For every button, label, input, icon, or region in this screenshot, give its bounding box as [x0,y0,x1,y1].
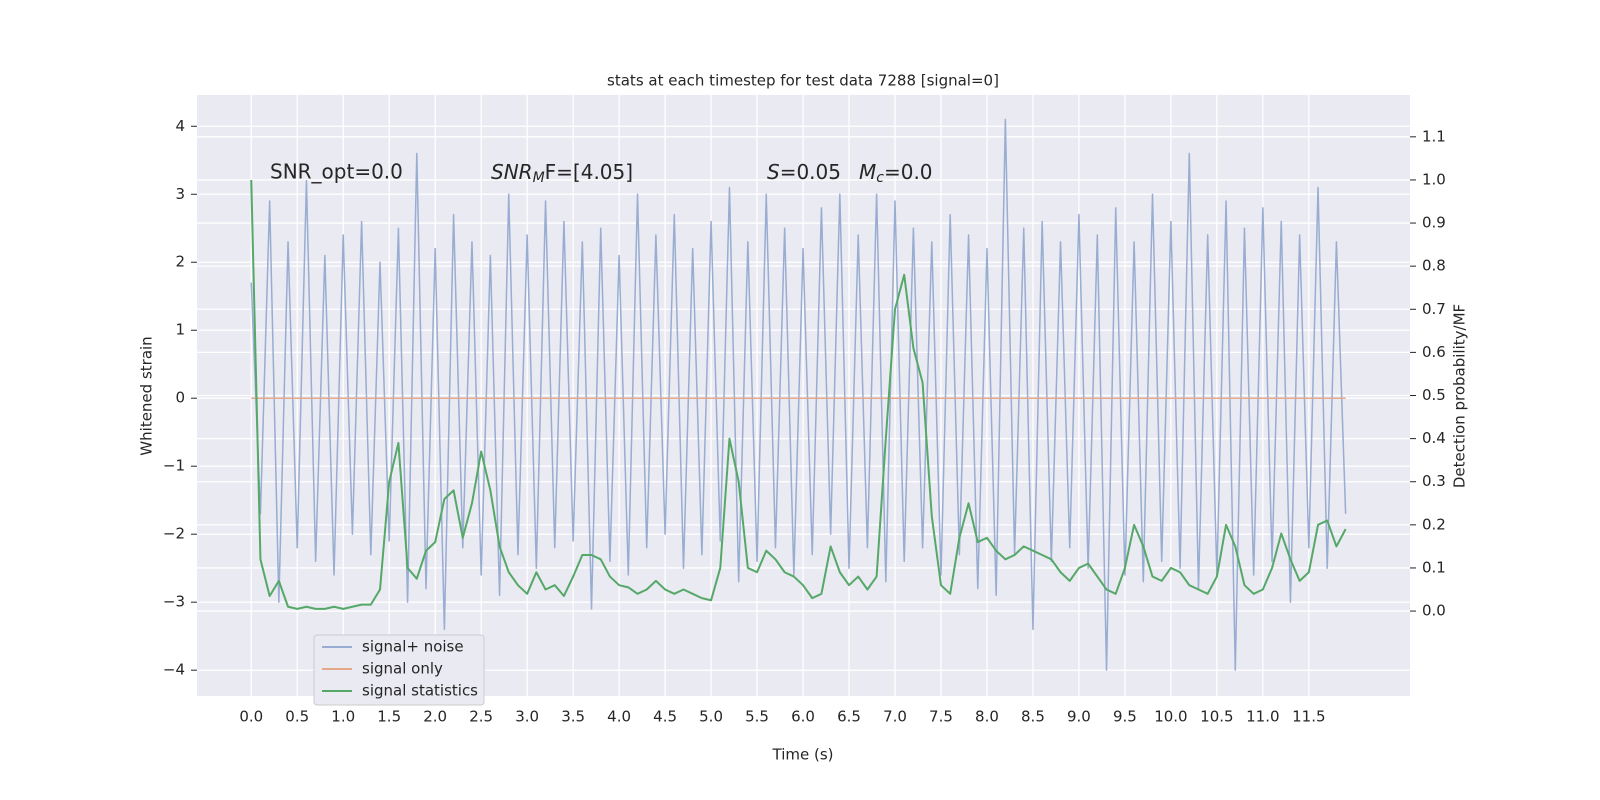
legend-label: signal only [362,660,443,678]
x-tick-label: 1.5 [377,708,401,726]
x-tick-label: 6.5 [837,708,861,726]
chart-title: stats at each timestep for test data 728… [607,72,999,90]
x-tick-label: 2.5 [469,708,493,726]
y-tick-label: −4 [163,661,185,679]
y2-tick-label: 0.7 [1422,300,1446,318]
annotation-sub: c [876,170,884,186]
y2-tick-label: 0.9 [1422,214,1446,232]
y2-tick-label: 0.3 [1422,472,1446,490]
y-axis-label: Whitened strain [138,336,156,455]
annotation: Mc=0.0 [859,160,933,187]
series-line [250,118,1347,671]
series-line [250,179,1347,610]
legend-label: signal+ noise [362,638,464,656]
y2-tick-label: 0.5 [1422,386,1446,404]
annotation-main: S [767,160,780,184]
annotation: S=0.05 [767,160,841,184]
x-tick-label: 2.0 [423,708,447,726]
y2-tick-label: 0.0 [1422,602,1446,620]
y-tick-label: −1 [163,457,185,475]
y2-tick-label: 0.1 [1422,558,1446,576]
y2-tick-label: 0.4 [1422,429,1446,447]
y-tick-label: 1 [175,321,185,339]
y2-tick-label: 1.0 [1422,170,1446,188]
x-tick-label: 9.5 [1113,708,1137,726]
annotation-sub: M [533,170,545,186]
annotation-tail: =0.05 [780,160,841,184]
y-tick-label: −3 [163,593,185,611]
x-tick-label: 8.0 [975,708,999,726]
y-tick-label: 4 [175,117,185,135]
x-tick-label: 4.0 [607,708,631,726]
legend-box [313,634,485,706]
x-tick-label: 3.5 [561,708,585,726]
y-tick-label: −2 [163,525,185,543]
y2-tick-label: 0.2 [1422,515,1446,533]
y2-tick-label: 0.6 [1422,343,1446,361]
annotation-main: SNR [491,160,533,184]
x-tick-label: 5.5 [745,708,769,726]
x-tick-label: 8.5 [1021,708,1045,726]
x-tick-label: 9.0 [1067,708,1091,726]
x-tick-label: 11.0 [1246,708,1279,726]
x-tick-label: 10.0 [1154,708,1187,726]
x-axis-label: Time (s) [772,746,834,764]
x-tick-label: 7.0 [883,708,907,726]
x-tick-label: 6.0 [791,708,815,726]
x-tick-label: 7.5 [929,708,953,726]
x-tick-label: 4.5 [653,708,677,726]
y2-tick-label: 1.1 [1422,127,1446,145]
x-tick-label: 0.5 [285,708,309,726]
annotation-main: M [859,160,876,184]
annotation-tail: F=[4.05] [545,160,633,184]
x-tick-label: 11.5 [1292,708,1325,726]
y-tick-label: 0 [175,389,185,407]
annotation-tail: =0.0 [884,160,933,184]
legend-label: signal statistics [362,682,478,700]
y-tick-label: 3 [175,185,185,203]
x-tick-label: 1.0 [331,708,355,726]
annotation: SNRMF=[4.05] [491,160,633,187]
annotation: SNR_opt=0.0 [270,160,403,184]
y2-axis-label: Detection probability/MF [1451,304,1469,488]
x-tick-label: 10.5 [1200,708,1233,726]
x-tick-label: 5.0 [699,708,723,726]
x-tick-label: 0.0 [239,708,263,726]
x-tick-label: 3.0 [515,708,539,726]
y-tick-label: 2 [175,253,185,271]
y2-tick-label: 0.8 [1422,257,1446,275]
